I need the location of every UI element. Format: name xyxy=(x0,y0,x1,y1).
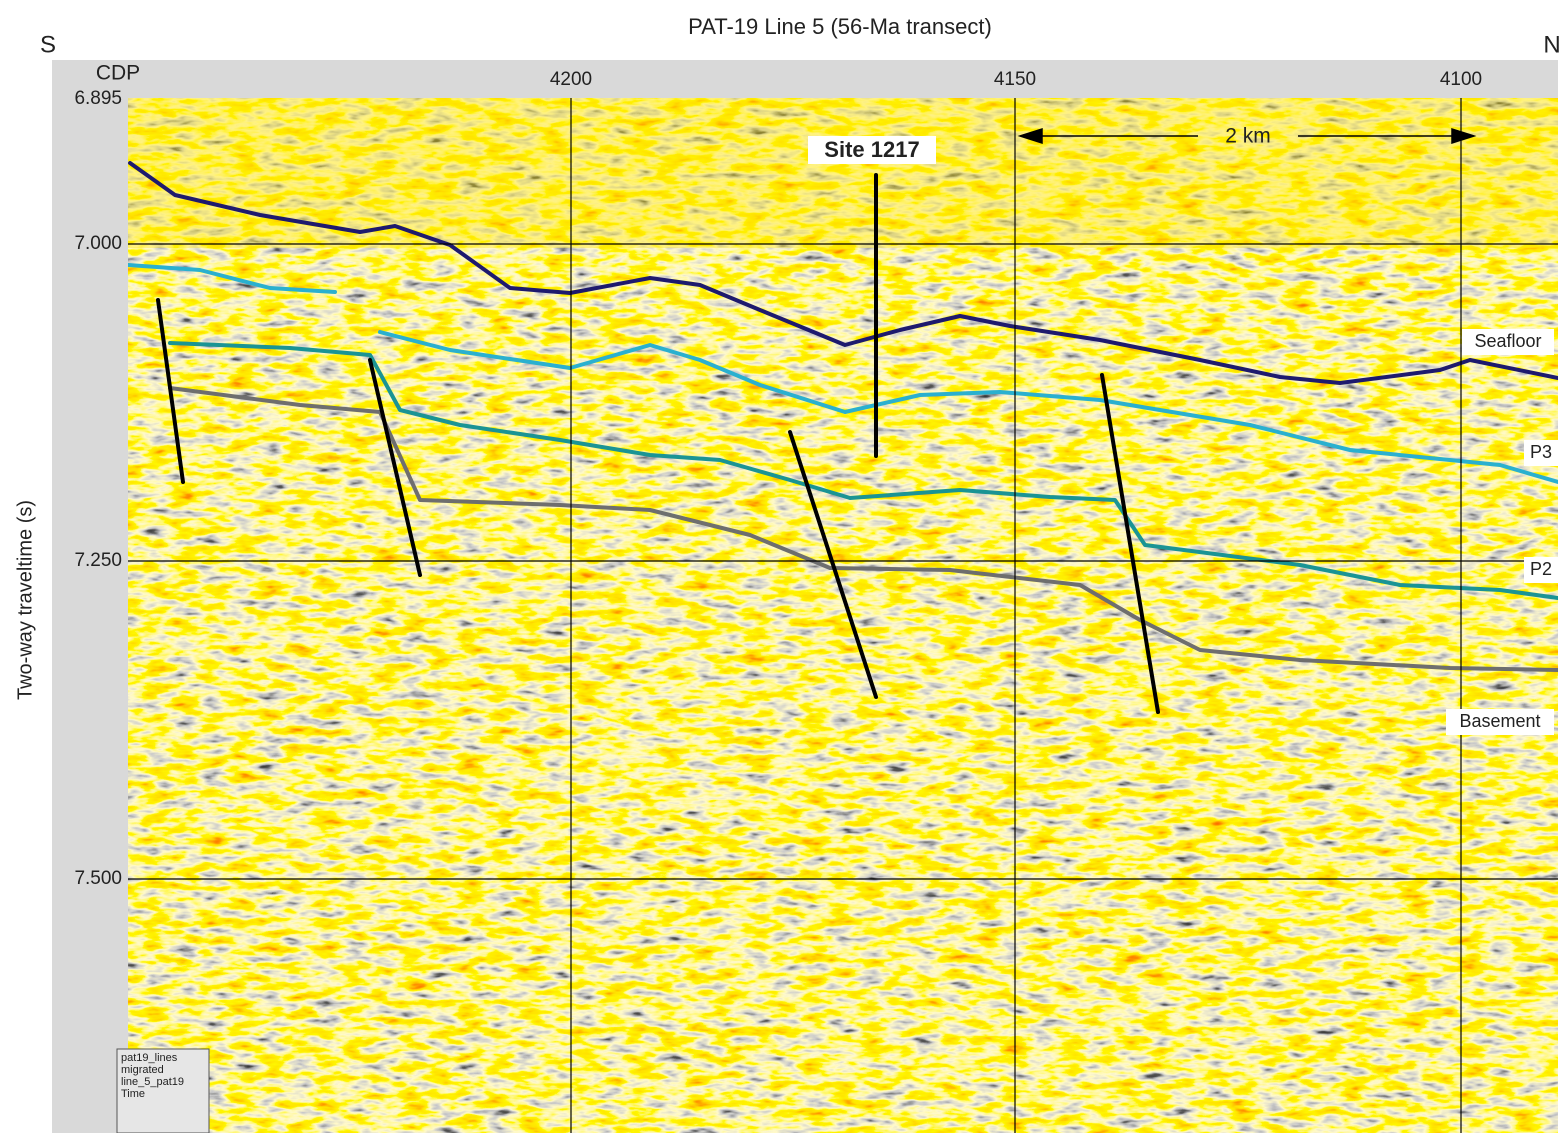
water-column xyxy=(128,98,1558,248)
figure: PAT-19 Line 5 (56-Ma transect) S N CDP 4… xyxy=(0,0,1566,1133)
horizon-label: Seafloor xyxy=(1474,331,1541,351)
x-tick-label: 4150 xyxy=(994,69,1036,90)
x-axis-label: CDP xyxy=(96,62,140,85)
y-tick-label: 7.000 xyxy=(74,233,122,254)
scale-label: 2 km xyxy=(1225,125,1271,148)
x-tick-label: 4200 xyxy=(550,69,592,90)
site-label: Site 1217 xyxy=(824,137,919,162)
y-tick-label: 6.895 xyxy=(74,88,122,109)
y-axis-label: Two-way traveltime (s) xyxy=(14,500,36,700)
y-tick-label: 7.500 xyxy=(74,868,122,889)
horizon-label: P3 xyxy=(1530,442,1552,462)
seismic-image xyxy=(128,98,1558,1133)
seismic-section xyxy=(128,98,1558,1133)
axis-band xyxy=(52,60,1558,98)
direction-left: S xyxy=(40,31,56,58)
info-text: migrated xyxy=(121,1064,164,1076)
horizon-label: P2 xyxy=(1530,559,1552,579)
info-text: pat19_lines xyxy=(121,1052,178,1064)
info-text: Time xyxy=(121,1088,145,1100)
info-text: line_5_pat19 xyxy=(121,1076,184,1088)
title: PAT-19 Line 5 (56-Ma transect) xyxy=(688,14,992,39)
x-tick-label: 4100 xyxy=(1440,69,1482,90)
direction-right: N xyxy=(1543,31,1560,58)
horizon-label: Basement xyxy=(1459,711,1540,731)
y-tick-label: 7.250 xyxy=(74,550,122,571)
